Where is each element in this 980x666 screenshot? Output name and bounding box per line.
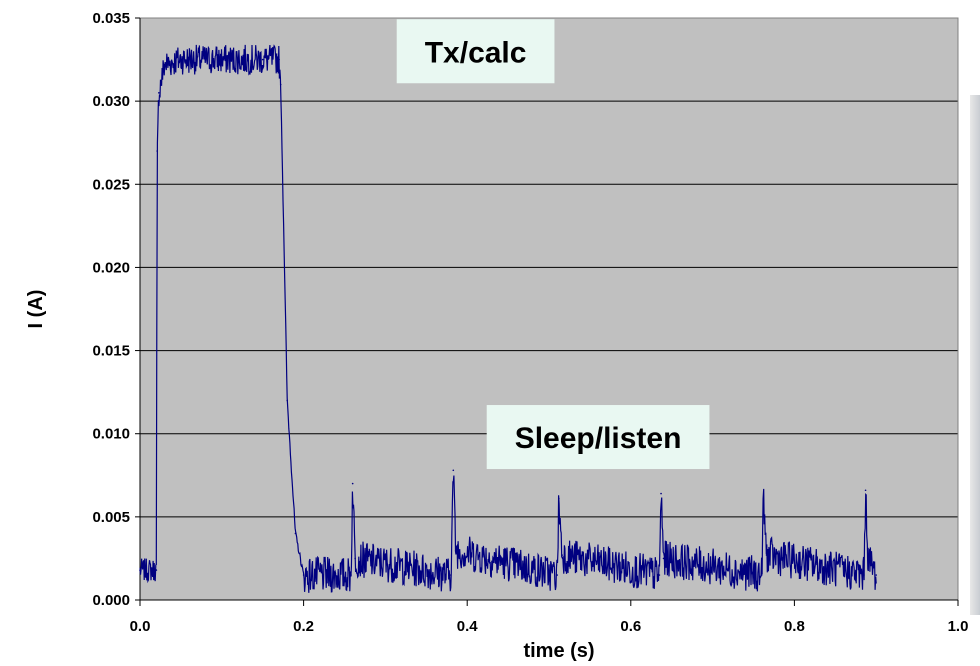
- series-point: [158, 92, 160, 94]
- x-tick-label: 0.4: [457, 618, 479, 635]
- plot-area: [140, 18, 958, 600]
- series-point: [875, 574, 877, 576]
- series-point: [261, 58, 264, 61]
- x-axis-title: time (s): [523, 640, 594, 662]
- series-point: [662, 557, 665, 560]
- annotation-background: [486, 405, 710, 470]
- series-point: [156, 150, 158, 152]
- annotation-box: Sleep/listen: [486, 405, 710, 470]
- series-point: [454, 549, 457, 551]
- x-tick-label: 0.8: [784, 618, 805, 635]
- gridlines: [140, 17, 958, 518]
- series-point: [155, 569, 158, 571]
- y-tick-label: 0.000: [92, 592, 130, 609]
- series-point: [762, 499, 765, 502]
- x-tick-label: 0.6: [620, 618, 641, 635]
- series-point: [163, 63, 166, 66]
- annotation-label: Sleep/listen: [515, 422, 682, 455]
- series-point: [658, 574, 661, 576]
- series-point: [765, 554, 768, 556]
- x-tick-label: 1.0: [948, 618, 969, 635]
- series-point: [760, 574, 763, 576]
- y-tick-label: 0.020: [92, 259, 130, 276]
- series-point: [350, 574, 352, 576]
- series-point: [278, 58, 280, 61]
- series-point: [450, 574, 452, 576]
- series-point: [452, 469, 455, 472]
- series-point: [561, 554, 563, 556]
- y-axis: 0.000 0.005 0.010 0.015 0.020 0.025 0.030 0.035: [92, 10, 141, 609]
- series-point: [221, 58, 223, 61]
- annotation-label: Tx/calc: [425, 36, 527, 69]
- y-tick-label: 0.005: [92, 509, 130, 526]
- x-tick-label: 0.2: [293, 618, 314, 635]
- slide-edge-decoration: [970, 95, 980, 615]
- series-point: [867, 557, 869, 560]
- x-axis: 0.0 0.2 0.4 0.6 0.8 1.0: [130, 599, 969, 635]
- series-point: [294, 532, 297, 535]
- annotation-background: [396, 19, 555, 84]
- annotation-box: Tx/calc: [396, 19, 555, 84]
- series-point: [354, 557, 356, 560]
- series-point: [558, 497, 560, 500]
- series-line: [139, 44, 877, 593]
- series-point: [180, 58, 182, 61]
- series-point: [139, 569, 141, 571]
- y-axis-title: I (A): [25, 290, 47, 329]
- series-point: [660, 492, 662, 495]
- series-point: [279, 83, 282, 86]
- y-tick-label: 0.030: [92, 93, 130, 110]
- y-tick-label: 0.035: [92, 10, 130, 27]
- y-tick-label: 0.025: [92, 176, 130, 193]
- series-point: [351, 482, 354, 485]
- series-layer: [139, 44, 877, 593]
- series-point: [302, 574, 305, 576]
- annotations: Tx/calc Sleep/listen: [396, 19, 710, 470]
- y-tick-label: 0.010: [92, 426, 130, 443]
- series-point: [863, 574, 865, 576]
- x-tick-label: 0.0: [130, 618, 151, 635]
- series-point: [286, 399, 289, 402]
- series-point: [556, 574, 558, 576]
- series-point: [864, 489, 867, 492]
- y-tick-label: 0.015: [92, 343, 130, 360]
